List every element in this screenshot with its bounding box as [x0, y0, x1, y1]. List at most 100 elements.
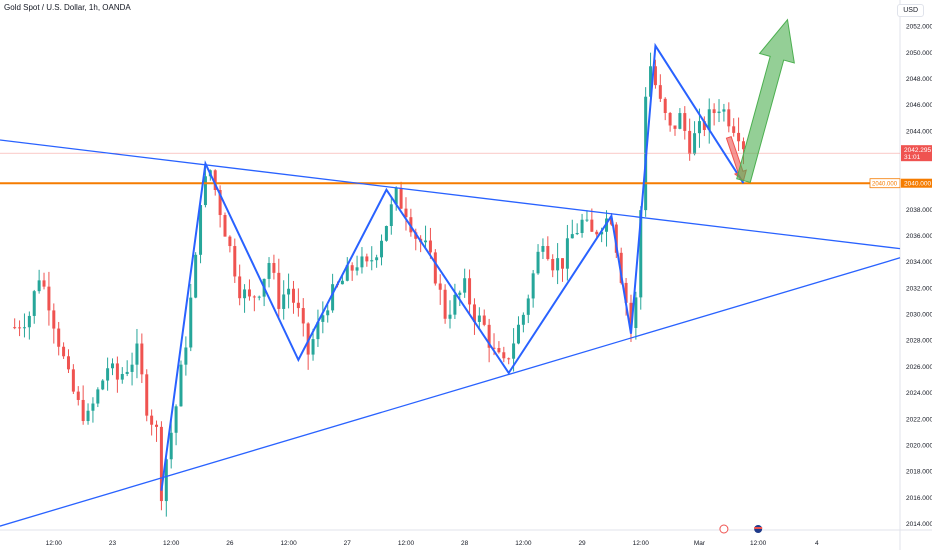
candle-body [380, 240, 384, 258]
candle-body [536, 251, 540, 274]
candle-body [321, 315, 325, 322]
level-label-box [869, 178, 901, 189]
candle-body [66, 356, 70, 370]
candle-body [203, 176, 207, 206]
candle-body [384, 226, 388, 241]
candle-body [71, 369, 75, 392]
candle-body [585, 219, 589, 221]
candle-body [512, 343, 516, 359]
currency-button[interactable]: USD [897, 4, 924, 17]
candle-body [86, 410, 90, 422]
candle-body [159, 426, 163, 502]
candle-body [22, 327, 26, 329]
resistance-price-tag [901, 178, 932, 188]
candle-body [741, 141, 745, 150]
candle-body [600, 231, 604, 235]
candle-body [580, 219, 584, 233]
x-tick-label: 23 [109, 540, 117, 547]
candle-body [91, 403, 95, 411]
candle-body [252, 296, 256, 298]
candle-body [453, 294, 457, 315]
candle-body [561, 258, 564, 269]
candle-body [472, 304, 476, 322]
candle-body [257, 296, 261, 298]
candle-body [155, 424, 159, 427]
candle-body [365, 256, 369, 262]
candle-body [32, 291, 36, 316]
candle-body [712, 109, 716, 114]
y-tick-label: 2052.000 [906, 24, 932, 31]
candle-body [47, 286, 51, 311]
candle-body [507, 358, 511, 360]
candle-body [81, 399, 85, 422]
candle-body [360, 256, 364, 268]
candle-body [42, 280, 46, 287]
candle-body [326, 310, 330, 316]
candle-body [727, 109, 731, 127]
candle-body [649, 66, 653, 97]
zigzag-pattern [160, 42, 745, 491]
y-tick-label: 2018.000 [906, 469, 932, 476]
candle-body [282, 294, 286, 309]
x-tick-label: 26 [226, 540, 234, 547]
x-tick-label: 4 [815, 540, 819, 547]
y-tick-label: 2048.000 [906, 76, 932, 83]
candle-body [521, 314, 525, 325]
y-tick-label: 2038.000 [906, 207, 932, 214]
candle-body [732, 126, 736, 133]
candle-body [448, 314, 452, 319]
candle-body [737, 132, 741, 142]
candle-body [639, 210, 643, 298]
candle-body [404, 208, 408, 218]
candle-body [76, 391, 80, 400]
candle-body [331, 284, 335, 311]
candle-body [145, 374, 149, 416]
x-tick-label: 12:00 [46, 540, 63, 547]
candles [13, 52, 745, 517]
candle-body [316, 321, 320, 340]
us-flag-stripe-icon [754, 527, 763, 529]
candle-body [463, 278, 467, 293]
candle-body [228, 236, 232, 247]
candle-body [546, 246, 550, 260]
y-tick-label: 2024.000 [906, 390, 932, 397]
candle-body [707, 109, 711, 130]
candle-body [668, 113, 672, 126]
candle-body [267, 262, 271, 279]
candle-body [169, 432, 173, 460]
candle-body [683, 113, 687, 131]
candle-body [287, 288, 291, 295]
candle-body [575, 232, 579, 235]
y-tick-label: 2016.000 [906, 495, 932, 502]
candle-body [199, 205, 203, 255]
candle-body [570, 234, 574, 239]
candle-body [492, 347, 496, 349]
last-price-tag-text: 31:01 [904, 154, 921, 161]
candle-body [722, 109, 726, 112]
candle-body [296, 302, 300, 309]
candle-body [428, 240, 432, 253]
candle-body [150, 415, 154, 425]
y-tick-label: 2014.000 [906, 521, 932, 528]
candle-body [414, 232, 418, 239]
candle-body [62, 346, 66, 357]
candle-body [375, 257, 379, 261]
candle-body [389, 204, 393, 227]
candle-body [702, 121, 706, 130]
candle-body [394, 187, 398, 205]
candle-body [624, 282, 628, 303]
event-icon [719, 524, 729, 534]
candle-body [477, 315, 481, 322]
x-tick-label: Mar [694, 540, 706, 547]
candle-body [482, 315, 486, 325]
candle-body [497, 348, 501, 353]
candle-body [130, 364, 134, 372]
y-tick-label: 2028.000 [906, 338, 932, 345]
trendline-ascending [0, 257, 901, 527]
y-tick-label: 2020.000 [906, 442, 932, 449]
candle-body [433, 252, 437, 284]
candle-body [697, 121, 701, 134]
x-tick-label: 12:00 [163, 540, 180, 547]
candle-body [438, 283, 442, 290]
